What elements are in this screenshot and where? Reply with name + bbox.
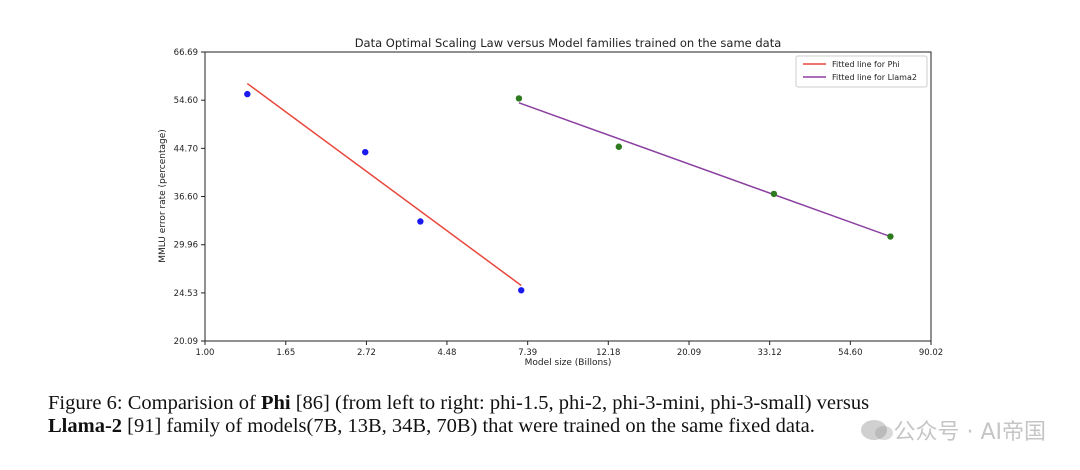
legend: Fitted line for Phi Fitted line for Llam… (795, 55, 928, 88)
x-tick-label: 20.09 (677, 348, 701, 358)
phi-data-point (244, 90, 251, 98)
x-tick-label: 1.65 (276, 348, 295, 358)
y-tick-label: 24.53 (174, 289, 198, 299)
x-tick-label: 33.12 (758, 348, 782, 358)
chart-title: Data Optimal Scaling Law versus Model fa… (355, 36, 782, 50)
phi-data-point (518, 287, 525, 294)
x-tick-label: 4.48 (437, 348, 456, 358)
x-tick-label: 7.39 (518, 348, 537, 358)
wechat-icon (861, 420, 894, 440)
phi-data-point (362, 148, 369, 156)
figure-caption: Figure 6: Comparision of Phi [86] (from … (48, 392, 1058, 438)
x-tick-label: 1.00 (196, 348, 215, 358)
series-layer (244, 82, 894, 294)
legend-label-phi: Fitted line for Phi (832, 60, 900, 69)
x-axis-ticks: 1.00 1.65 2.72 4.48 7.39 12.18 20.09 33.12 54.60… (196, 341, 943, 358)
scaling-law-chart: Data Optimal Scaling Law versus Model fa… (158, 36, 943, 368)
llama2-fitted-line (518, 102, 891, 238)
y-tick-label: 66.69 (174, 48, 198, 58)
y-axis-label: MMLU error rate (percentage) (158, 129, 168, 263)
plot-area (204, 51, 932, 342)
legend-box (795, 55, 928, 88)
caption-mid2: [91] family of models(7B, 13B, 34B, 70B)… (122, 415, 815, 437)
x-tick-label: 90.02 (919, 348, 943, 358)
y-tick-label: 20.09 (174, 337, 198, 347)
y-tick-label: 44.70 (174, 144, 198, 154)
y-tick-label: 36.60 (174, 193, 198, 203)
phi-data-point (417, 218, 424, 225)
caption-prefix: Figure 6: Comparision of (48, 392, 261, 414)
y-tick-label: 29.96 (174, 241, 198, 251)
llama2-data-point (515, 95, 523, 102)
watermark-text: 公众号 · AI帝国 (893, 420, 1046, 445)
caption-llama: Llama-2 (48, 415, 123, 437)
x-tick-label: 12.18 (596, 348, 620, 358)
llama2-data-point (615, 143, 623, 150)
x-tick-label: 2.72 (357, 348, 376, 358)
legend-label-llama2: Fitted line for Llama2 (832, 73, 917, 82)
x-axis-label: Model size (Billons) (525, 358, 612, 368)
caption-mid1: [86] (from left to right: phi-1.5, phi-2… (290, 392, 870, 414)
phi-fitted-line (246, 82, 522, 287)
llama2-data-point (887, 233, 894, 240)
watermark: 公众号 · AI帝国 (861, 414, 1046, 446)
llama2-data-point (770, 190, 778, 198)
x-tick-label: 54.60 (838, 348, 862, 358)
y-axis-ticks: 20.09 24.53 29.96 36.60 44.70 54.60 66.69 (174, 48, 205, 347)
y-tick-label: 54.60 (174, 96, 198, 106)
caption-phi: Phi (260, 392, 291, 414)
